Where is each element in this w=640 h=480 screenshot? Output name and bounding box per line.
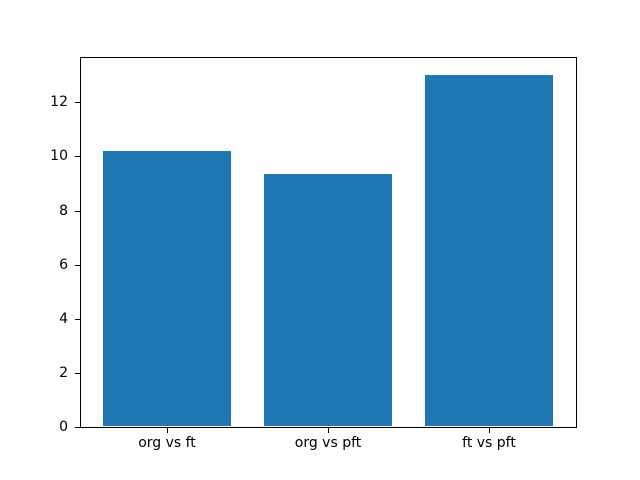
x-tick-mark: [167, 427, 168, 433]
y-tick-mark: [75, 373, 80, 374]
y-tick-label: 10: [50, 148, 68, 165]
bar-org-vs-ft: [102, 151, 232, 427]
x-tick-label: org vs ft: [138, 435, 196, 452]
y-tick-label: 4: [59, 310, 68, 327]
bar-ft-vs-pft: [424, 75, 554, 427]
x-tick-label: ft vs pft: [462, 435, 516, 452]
y-tick-label: 0: [59, 419, 68, 436]
y-tick-mark: [75, 264, 80, 266]
y-tick-label: 8: [59, 202, 68, 219]
x-tick-mark: [489, 427, 490, 433]
y-tick-mark: [75, 427, 80, 429]
y-tick-label: 6: [59, 256, 68, 273]
x-tick-label: org vs pft: [294, 435, 362, 452]
y-tick-mark: [75, 318, 80, 320]
x-tick-mark: [328, 427, 329, 433]
y-tick-mark: [75, 156, 80, 158]
bar-org-vs-pft: [263, 174, 393, 427]
y-tick-label: 2: [59, 365, 68, 381]
y-tick-label: 12: [50, 94, 68, 111]
y-tick-mark: [75, 102, 80, 104]
y-tick-mark: [75, 210, 80, 212]
